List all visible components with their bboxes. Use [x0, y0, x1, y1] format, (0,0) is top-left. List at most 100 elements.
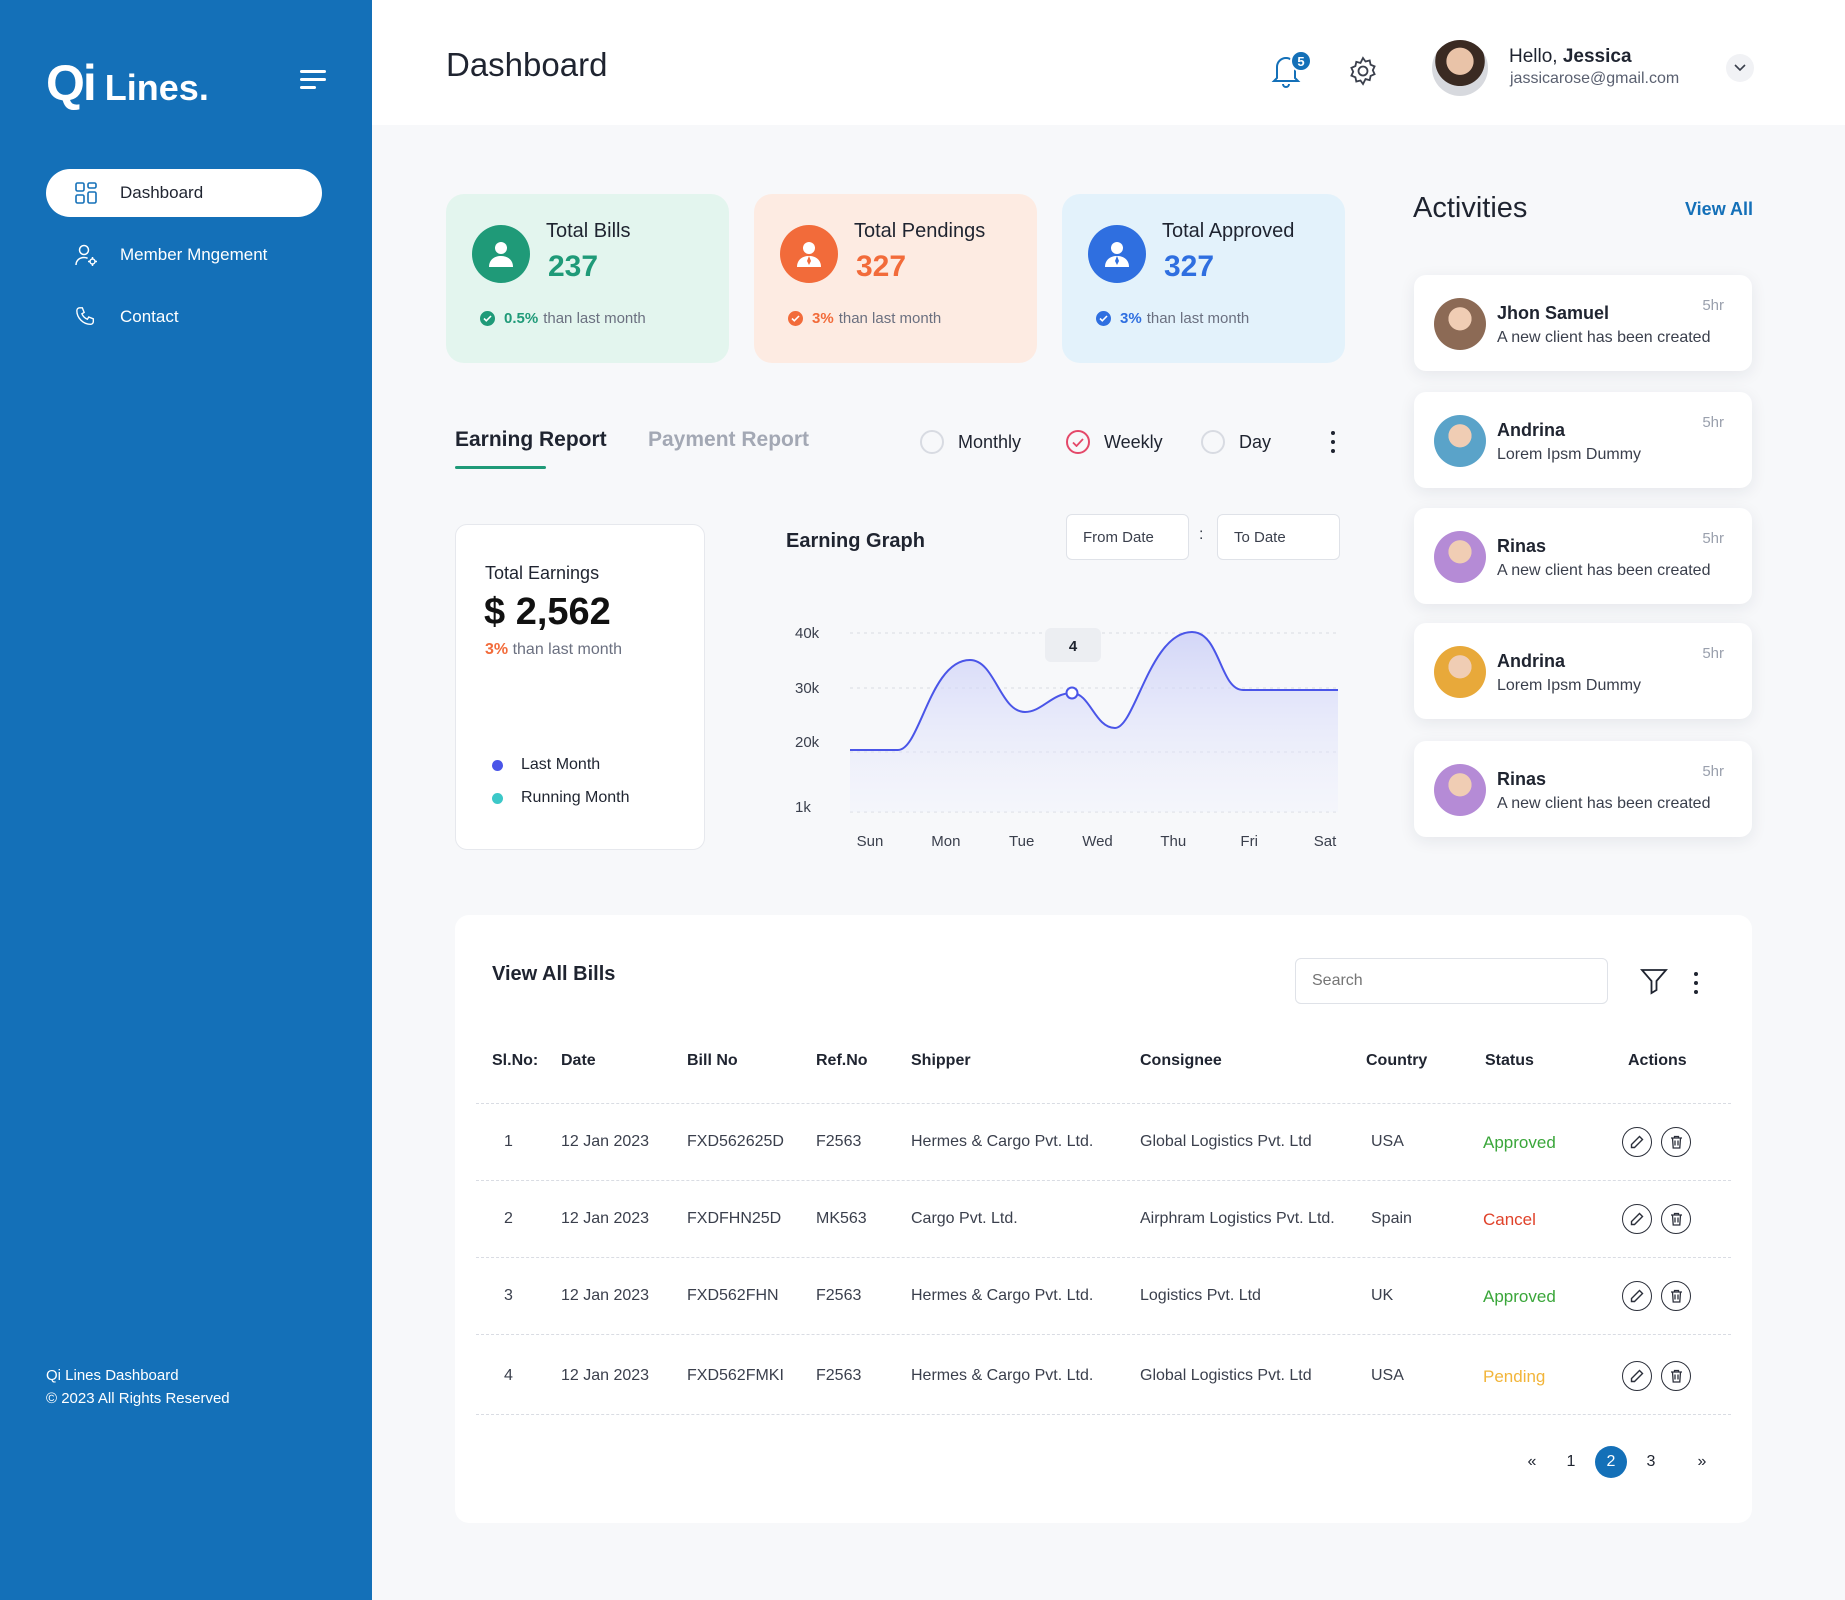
footer-copyright: © 2023 All Rights Reserved: [46, 1390, 230, 1407]
search-input[interactable]: [1295, 958, 1608, 1004]
chevron-down-icon[interactable]: [1726, 54, 1754, 82]
radio-circle: [1201, 430, 1225, 454]
pagination-next[interactable]: »: [1697, 1453, 1707, 1470]
menu-toggle-icon[interactable]: [300, 70, 326, 90]
activity-name: Rinas: [1497, 769, 1547, 789]
sidebar-nav: Dashboard Member Mngement Contact: [46, 169, 322, 355]
stat-note-text: than last month: [543, 310, 646, 327]
edit-icon[interactable]: [1622, 1127, 1652, 1157]
sidebar-item-label: Member Mngement: [120, 245, 268, 264]
earnings-title: Total Earnings: [485, 563, 600, 583]
trash-icon[interactable]: [1661, 1127, 1691, 1157]
radio-monthly[interactable]: Monthly: [920, 430, 1021, 454]
earning-graph: 40k 30k 20k 1k Sun Mon Tue Wed Thu Fri Sat 4: [795, 625, 1340, 850]
legend-last-month: Last Month: [492, 756, 600, 774]
column-header[interactable]: Status: [1485, 1052, 1534, 1069]
trash-icon[interactable]: [1661, 1281, 1691, 1311]
activity-time: 5hr: [1702, 763, 1724, 780]
y-tick-label: 40k: [795, 625, 820, 642]
sidebar-item-label: Contact: [120, 307, 179, 326]
sidebar-item-contact[interactable]: Contact: [46, 293, 322, 341]
cell-ref: F2563: [816, 1287, 862, 1304]
filter-icon[interactable]: [1640, 967, 1668, 995]
cell-consignee: Airphram Logistics Pvt. Ltd.: [1140, 1210, 1335, 1227]
edit-icon[interactable]: [1622, 1204, 1652, 1234]
activity-name: Rinas: [1497, 536, 1547, 556]
trash-icon[interactable]: [1661, 1361, 1691, 1391]
sidebar-item-member-management[interactable]: Member Mngement: [46, 231, 322, 279]
avatar: [1434, 298, 1486, 350]
pagination-page[interactable]: 3: [1646, 1453, 1656, 1470]
logo[interactable]: Qi Lines.: [46, 54, 209, 112]
radio-day[interactable]: Day: [1201, 430, 1271, 454]
y-tick-label: 20k: [795, 734, 820, 751]
activity-card[interactable]: Andrina Lorem Ipsm Dummy 5hr: [1414, 392, 1752, 488]
activity-card[interactable]: Jhon Samuel A new client has been created…: [1414, 275, 1752, 371]
greeting-text: Hello,: [1509, 46, 1563, 67]
activity-card[interactable]: Rinas A new client has been created 5hr: [1414, 741, 1752, 837]
activity-time: 5hr: [1702, 297, 1724, 314]
radio-weekly[interactable]: Weekly: [1066, 430, 1163, 454]
data-point-highlight[interactable]: [1065, 686, 1079, 700]
column-header[interactable]: Date: [561, 1052, 596, 1069]
activity-desc: A new client has been created: [1497, 795, 1711, 812]
tab-payment-report[interactable]: Payment Report: [648, 428, 810, 451]
pagination-page[interactable]: 1: [1566, 1453, 1576, 1470]
logo-qi: Qi: [46, 55, 97, 111]
edit-icon[interactable]: [1622, 1281, 1652, 1311]
tooltip-label: 4: [1069, 638, 1078, 655]
column-header[interactable]: Shipper: [911, 1052, 971, 1069]
gear-icon[interactable]: [1347, 55, 1379, 87]
activity-time: 5hr: [1702, 530, 1724, 547]
stat-card-total-pendings[interactable]: Total Pendings 327 3% than last month: [754, 194, 1037, 363]
sidebar-item-dashboard[interactable]: Dashboard: [46, 169, 322, 217]
cell-ref: F2563: [816, 1367, 862, 1384]
view-all-link[interactable]: View All: [1685, 199, 1754, 219]
earnings-note-text: than last month: [512, 641, 622, 658]
area-fill: [850, 632, 1338, 812]
legend-label: Last Month: [521, 756, 601, 773]
stat-card-total-approved[interactable]: Total Approved 327 3% than last month: [1062, 194, 1345, 363]
activity-card[interactable]: Rinas A new client has been created 5hr: [1414, 508, 1752, 604]
legend-running-month: Running Month: [492, 789, 630, 807]
pagination-prev[interactable]: «: [1527, 1453, 1537, 1470]
column-header[interactable]: Ref.No: [816, 1052, 868, 1069]
radio-label: Day: [1239, 431, 1272, 452]
activity-time: 5hr: [1702, 414, 1724, 431]
cell-date: 12 Jan 2023: [561, 1133, 650, 1150]
earnings-note: 3% than last month: [485, 641, 622, 659]
edit-icon[interactable]: [1622, 1361, 1652, 1391]
column-header[interactable]: Country: [1366, 1052, 1428, 1069]
stat-value: 237: [548, 250, 599, 283]
sidebar-item-label: Dashboard: [120, 183, 204, 202]
from-date-input[interactable]: From Date: [1066, 514, 1189, 560]
x-axis: Sun Mon Tue Wed Thu Fri Sat: [857, 833, 1337, 850]
cell-shipper: Hermes & Cargo Pvt. Ltd.: [911, 1133, 1094, 1150]
cell-country: Spain: [1371, 1210, 1412, 1227]
stat-label: Total Pendings: [854, 220, 986, 242]
pagination-page[interactable]: 2: [1595, 1446, 1627, 1478]
check-icon: [788, 311, 803, 326]
avatar[interactable]: [1432, 40, 1488, 96]
column-header[interactable]: Consignee: [1140, 1052, 1222, 1069]
user-email: jassicarose@gmail.com: [1510, 70, 1680, 87]
to-date-input[interactable]: To Date: [1217, 514, 1340, 560]
stat-card-total-bills[interactable]: Total Bills 237 0.5% than last month: [446, 194, 729, 363]
bell-icon[interactable]: [1270, 52, 1302, 88]
user-greeting: Hello, Jessica: [1509, 46, 1632, 68]
trash-icon[interactable]: [1661, 1204, 1691, 1234]
more-options-icon[interactable]: [1693, 972, 1699, 996]
total-earnings-card: Total Earnings $ 2,562 3% than last mont…: [455, 524, 705, 850]
cell-shipper: Hermes & Cargo Pvt. Ltd.: [911, 1367, 1094, 1384]
sidebar: Qi Lines. Dashboard Member Mngement Cont…: [0, 0, 372, 1600]
more-options-icon[interactable]: [1330, 431, 1336, 455]
cell-bill: FXD562FMKI: [687, 1367, 784, 1384]
column-header[interactable]: Actions: [1628, 1052, 1687, 1069]
activity-card[interactable]: Andrina Lorem Ipsm Dummy 5hr: [1414, 623, 1752, 719]
column-header[interactable]: Bill No: [687, 1052, 738, 1069]
row-divider: [476, 1334, 1731, 1335]
tooltip: 4: [1045, 628, 1101, 662]
stat-pct: 3%: [1120, 310, 1142, 327]
tab-earning-report[interactable]: Earning Report: [455, 428, 607, 451]
column-header[interactable]: Sl.No:: [492, 1052, 539, 1069]
